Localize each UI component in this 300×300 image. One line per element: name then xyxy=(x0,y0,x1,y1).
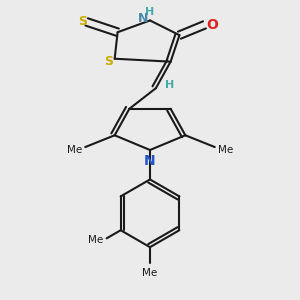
Text: N: N xyxy=(138,13,148,26)
Text: N: N xyxy=(144,154,156,168)
Text: Me: Me xyxy=(88,235,104,245)
Text: Me: Me xyxy=(142,268,158,278)
Text: H: H xyxy=(146,7,154,16)
Text: H: H xyxy=(164,80,174,90)
Text: S: S xyxy=(104,55,113,68)
Text: Me: Me xyxy=(218,145,233,155)
Text: S: S xyxy=(78,15,87,28)
Text: Me: Me xyxy=(67,145,82,155)
Text: O: O xyxy=(206,18,218,32)
